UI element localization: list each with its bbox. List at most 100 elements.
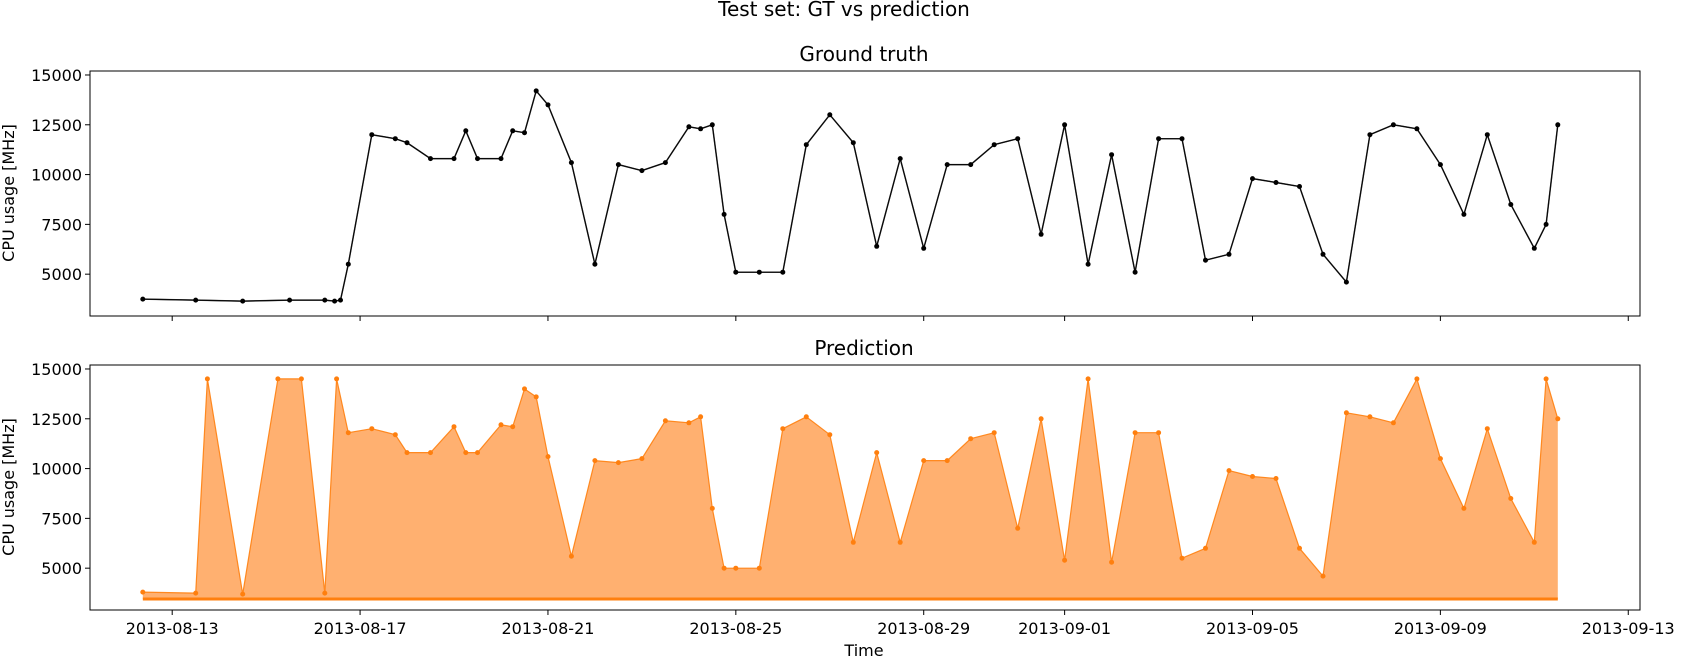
- pred-data-point: [463, 450, 469, 456]
- pred-data-point: [322, 590, 328, 596]
- pred-y-tick-label: 12500: [31, 410, 82, 429]
- pred-y-tick-label: 10000: [31, 460, 82, 479]
- pred-data-point: [1038, 416, 1044, 422]
- gt-series-line: [142, 89, 1559, 302]
- gt-data-point: [662, 160, 668, 166]
- pred-data-point: [345, 430, 351, 436]
- gt-data-point: [874, 243, 880, 249]
- gt-series-outline: [142, 89, 1559, 302]
- gt-data-point: [850, 140, 856, 146]
- gt-data-point: [338, 297, 343, 303]
- pred-data-point: [404, 450, 410, 456]
- x-tick-label: 2013-09-05: [1206, 619, 1299, 638]
- pred-data-point: [428, 450, 433, 456]
- gt-data-point: [1320, 251, 1326, 257]
- gt-data-point: [709, 122, 715, 128]
- gt-data-point: [1015, 136, 1021, 142]
- pred-data-point: [275, 376, 281, 382]
- gt-data-point: [545, 102, 551, 108]
- pred-data-point: [1226, 468, 1232, 474]
- gt-data-point: [592, 261, 598, 267]
- x-tick-label: 2013-09-01: [1018, 619, 1111, 638]
- gt-data-point: [322, 297, 328, 303]
- gt-data-point: [615, 162, 621, 168]
- gt-data-point: [1543, 221, 1549, 227]
- pred-data-point: [1461, 505, 1467, 511]
- gt-y-axis-label: CPU usage [MHz]: [0, 124, 18, 262]
- gt-y-tick-label: 10000: [31, 166, 82, 185]
- gt-data-point: [639, 168, 645, 174]
- pred-data-point: [568, 553, 574, 559]
- gt-data-point: [1085, 261, 1091, 267]
- pred-data-point: [874, 450, 880, 456]
- pred-data-point: [733, 565, 739, 571]
- gt-data-point: [240, 298, 246, 304]
- pred-data-point: [475, 450, 480, 456]
- gt-data-point: [463, 128, 469, 134]
- pred-data-point: [639, 456, 645, 462]
- gt-data-point: [991, 142, 997, 148]
- pred-data-point: [921, 458, 927, 464]
- x-tick-label: 2013-08-29: [877, 619, 970, 638]
- gt-data-point: [756, 269, 762, 275]
- x-tick-label: 2013-09-09: [1394, 619, 1487, 638]
- pred-data-point: [1343, 410, 1349, 416]
- x-tick-label: 2013-08-13: [126, 619, 219, 638]
- pred-data-point: [991, 430, 997, 436]
- gt-data-point: [1250, 176, 1255, 182]
- gt-data-point: [1109, 152, 1115, 158]
- pred-y-tick-label: 15000: [31, 360, 82, 379]
- pred-data-point: [1320, 573, 1326, 579]
- pred-data-point: [1015, 525, 1021, 531]
- gt-data-point: [369, 132, 375, 138]
- gt-data-point: [803, 142, 809, 148]
- gt-data-point: [1555, 122, 1561, 128]
- gt-data-point: [1437, 162, 1443, 168]
- pred-data-point: [1508, 496, 1514, 501]
- pred-data-point: [615, 460, 621, 466]
- gt-y-tick-label: 7500: [41, 215, 82, 234]
- gt-data-point: [944, 162, 950, 168]
- pred-data-point: [522, 386, 527, 392]
- gt-data-point: [1203, 257, 1208, 263]
- pred-panel-title: Prediction: [814, 336, 913, 360]
- gt-data-point: [827, 112, 833, 118]
- pred-data-point: [240, 591, 246, 597]
- pred-data-point: [1531, 539, 1537, 545]
- prediction-panel: 5000 7500 10000 12500 15000 2013-08-13 2013-08…: [31, 360, 1675, 638]
- pred-y-tick-label: 5000: [41, 559, 82, 578]
- pred-data-point: [709, 505, 715, 511]
- gt-data-point: [733, 269, 739, 275]
- pred-y-tick-label: 7500: [41, 509, 82, 528]
- gt-data-point: [140, 296, 146, 302]
- gt-data-point: [1297, 184, 1302, 189]
- pred-plot-frame: [89, 364, 1641, 611]
- gt-panel-title: Ground truth: [799, 42, 928, 66]
- pred-data-point: [1250, 474, 1255, 479]
- gt-data-point: [721, 211, 727, 217]
- pred-data-point: [1555, 416, 1561, 422]
- x-tick-label: 2013-08-21: [501, 619, 594, 638]
- pred-data-point: [1132, 430, 1138, 436]
- gt-data-point: [1343, 279, 1349, 285]
- pred-data-point: [204, 376, 210, 382]
- gt-data-point: [686, 124, 692, 130]
- pred-data-point: [498, 422, 504, 428]
- gt-data-point: [1038, 231, 1044, 237]
- pred-data-point: [1297, 545, 1302, 551]
- pred-data-point: [944, 458, 950, 464]
- pred-data-point: [193, 590, 199, 596]
- pred-data-point: [369, 426, 375, 432]
- gt-data-point: [522, 130, 527, 136]
- pred-data-point: [968, 436, 974, 442]
- gt-data-point: [1461, 211, 1467, 217]
- gt-data-point: [345, 261, 351, 267]
- gt-data-point: [451, 156, 457, 162]
- pred-data-point: [1437, 456, 1443, 462]
- gt-data-point: [1484, 132, 1490, 138]
- pred-data-point: [451, 424, 457, 430]
- pred-data-point: [1273, 476, 1279, 481]
- gt-data-point: [780, 269, 786, 275]
- gt-data-point: [1062, 122, 1068, 128]
- pred-data-point: [756, 565, 762, 571]
